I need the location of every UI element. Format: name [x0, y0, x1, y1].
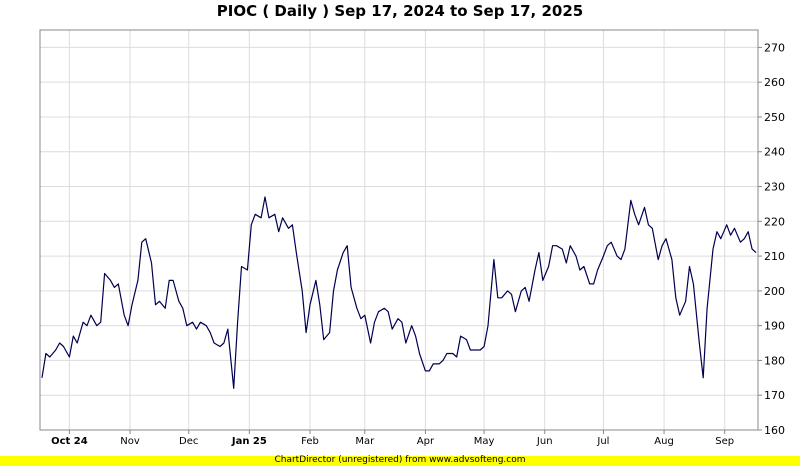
y-tick-label: 270: [764, 41, 785, 54]
x-tick-label: Jun: [536, 436, 553, 447]
footer-bar: [0, 456, 800, 466]
y-tick-label: 260: [764, 76, 785, 89]
chart-title: PIOC ( Daily ) Sep 17, 2024 to Sep 17, 2…: [216, 2, 584, 20]
y-tick-label: 220: [764, 215, 785, 228]
series-line-group: [41, 196, 757, 389]
y-tick-label: 240: [764, 146, 785, 159]
y-tick-label: 200: [764, 285, 785, 298]
y-tick-label: 160: [764, 424, 785, 437]
x-axis: Oct 24 Nov Dec Jan 25 Feb Mar Apr May Jun Jul Aug S…: [51, 430, 734, 447]
x-tick-label: Apr: [417, 436, 435, 447]
x-tick-label: Dec: [179, 436, 198, 447]
plot-area: [39, 29, 759, 431]
x-tick-label: Jul: [596, 436, 609, 447]
y-tick-label: 190: [764, 320, 785, 333]
y-tick-label: 170: [764, 389, 785, 402]
x-tick-label: May: [474, 436, 495, 447]
x-tick-label: Jan 25: [231, 436, 267, 447]
x-tick-label: Mar: [355, 436, 375, 447]
y-axis: 160 170 180 190 200 210 220 230 240 250 260 270: [758, 41, 785, 437]
y-tick-label: 210: [764, 250, 785, 263]
x-tick-label: Sep: [715, 436, 734, 447]
y-tick-label: 250: [764, 111, 785, 124]
y-tick-label: 180: [764, 354, 785, 367]
price-line: [41, 196, 757, 389]
grid-lines: [40, 30, 758, 431]
footer-text: ChartDirector (unregistered) from www.ad…: [274, 455, 526, 465]
x-tick-label: Oct 24: [51, 436, 88, 447]
x-tick-label: Aug: [654, 436, 674, 447]
x-tick-label: Nov: [120, 436, 140, 447]
x-tick-label: Feb: [301, 436, 319, 447]
y-tick-label: 230: [764, 181, 785, 194]
